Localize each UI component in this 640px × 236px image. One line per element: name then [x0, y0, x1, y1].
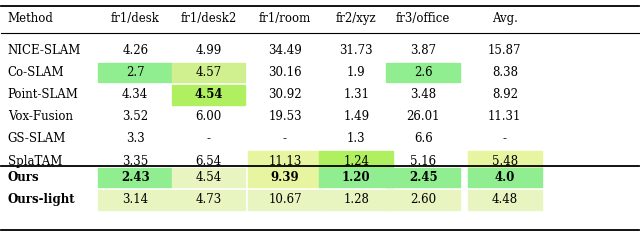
Text: 4.26: 4.26: [122, 44, 148, 57]
Bar: [172, 190, 246, 210]
Text: Ours-light: Ours-light: [8, 193, 76, 206]
Text: 26.01: 26.01: [406, 110, 440, 123]
Text: Avg.: Avg.: [492, 12, 518, 25]
Text: 3.48: 3.48: [410, 88, 436, 101]
Text: 2.6: 2.6: [414, 66, 433, 79]
Text: 3.52: 3.52: [122, 110, 148, 123]
Bar: [248, 168, 322, 187]
Text: 6.54: 6.54: [195, 155, 221, 168]
Text: 3.3: 3.3: [126, 132, 145, 145]
Text: 6.00: 6.00: [195, 110, 221, 123]
Text: 1.3: 1.3: [347, 132, 365, 145]
Bar: [248, 151, 322, 171]
Bar: [99, 168, 172, 187]
Text: 3.87: 3.87: [410, 44, 436, 57]
Text: 4.0: 4.0: [495, 171, 515, 184]
Text: fr2/xyz: fr2/xyz: [336, 12, 376, 25]
Text: 4.57: 4.57: [195, 66, 221, 79]
Text: 6.6: 6.6: [414, 132, 433, 145]
Bar: [172, 85, 246, 105]
Bar: [99, 190, 172, 210]
Text: 5.48: 5.48: [492, 155, 518, 168]
Text: -: -: [207, 132, 211, 145]
Bar: [468, 168, 541, 187]
Text: 11.31: 11.31: [488, 110, 522, 123]
Text: 4.54: 4.54: [195, 171, 221, 184]
Text: Vox-Fusion: Vox-Fusion: [8, 110, 73, 123]
Text: 30.92: 30.92: [268, 88, 302, 101]
Text: GS-SLAM: GS-SLAM: [8, 132, 66, 145]
Text: 1.20: 1.20: [342, 171, 371, 184]
Bar: [468, 190, 541, 210]
Text: 1.9: 1.9: [347, 66, 365, 79]
Text: 34.49: 34.49: [268, 44, 302, 57]
Text: 1.24: 1.24: [343, 155, 369, 168]
Text: 8.38: 8.38: [492, 66, 518, 79]
Text: fr1/room: fr1/room: [259, 12, 311, 25]
Bar: [319, 190, 394, 210]
Text: 4.73: 4.73: [195, 193, 221, 206]
Bar: [387, 190, 460, 210]
Bar: [99, 63, 172, 82]
Text: 19.53: 19.53: [268, 110, 302, 123]
Text: 4.99: 4.99: [195, 44, 221, 57]
Text: SplaTAM: SplaTAM: [8, 155, 62, 168]
Text: 4.34: 4.34: [122, 88, 148, 101]
Bar: [248, 190, 322, 210]
Text: 9.39: 9.39: [271, 171, 300, 184]
Text: Ours: Ours: [8, 171, 40, 184]
Bar: [172, 168, 246, 187]
Text: Point-SLAM: Point-SLAM: [8, 88, 79, 101]
Bar: [319, 168, 394, 187]
Text: 2.7: 2.7: [126, 66, 145, 79]
Text: Method: Method: [8, 12, 54, 25]
Text: -: -: [283, 132, 287, 145]
Text: 1.31: 1.31: [343, 88, 369, 101]
Text: 8.92: 8.92: [492, 88, 518, 101]
Bar: [172, 63, 246, 82]
Bar: [387, 168, 460, 187]
Text: fr1/desk: fr1/desk: [111, 12, 159, 25]
Bar: [387, 63, 460, 82]
Text: fr1/desk2: fr1/desk2: [180, 12, 237, 25]
Text: 1.49: 1.49: [343, 110, 369, 123]
Text: 5.16: 5.16: [410, 155, 436, 168]
Text: 4.48: 4.48: [492, 193, 518, 206]
Text: 15.87: 15.87: [488, 44, 522, 57]
Text: -: -: [503, 132, 507, 145]
Text: 3.35: 3.35: [122, 155, 148, 168]
Text: 2.43: 2.43: [121, 171, 150, 184]
Text: 31.73: 31.73: [339, 44, 373, 57]
Bar: [468, 151, 541, 171]
Text: 4.54: 4.54: [194, 88, 223, 101]
Text: 2.60: 2.60: [410, 193, 436, 206]
Text: 2.45: 2.45: [409, 171, 438, 184]
Text: 11.13: 11.13: [268, 155, 301, 168]
Text: 30.16: 30.16: [268, 66, 302, 79]
Text: Co-SLAM: Co-SLAM: [8, 66, 65, 79]
Text: 3.14: 3.14: [122, 193, 148, 206]
Text: 1.28: 1.28: [344, 193, 369, 206]
Text: NICE-SLAM: NICE-SLAM: [8, 44, 81, 57]
Bar: [319, 151, 394, 171]
Text: 10.67: 10.67: [268, 193, 302, 206]
Text: fr3/office: fr3/office: [396, 12, 451, 25]
